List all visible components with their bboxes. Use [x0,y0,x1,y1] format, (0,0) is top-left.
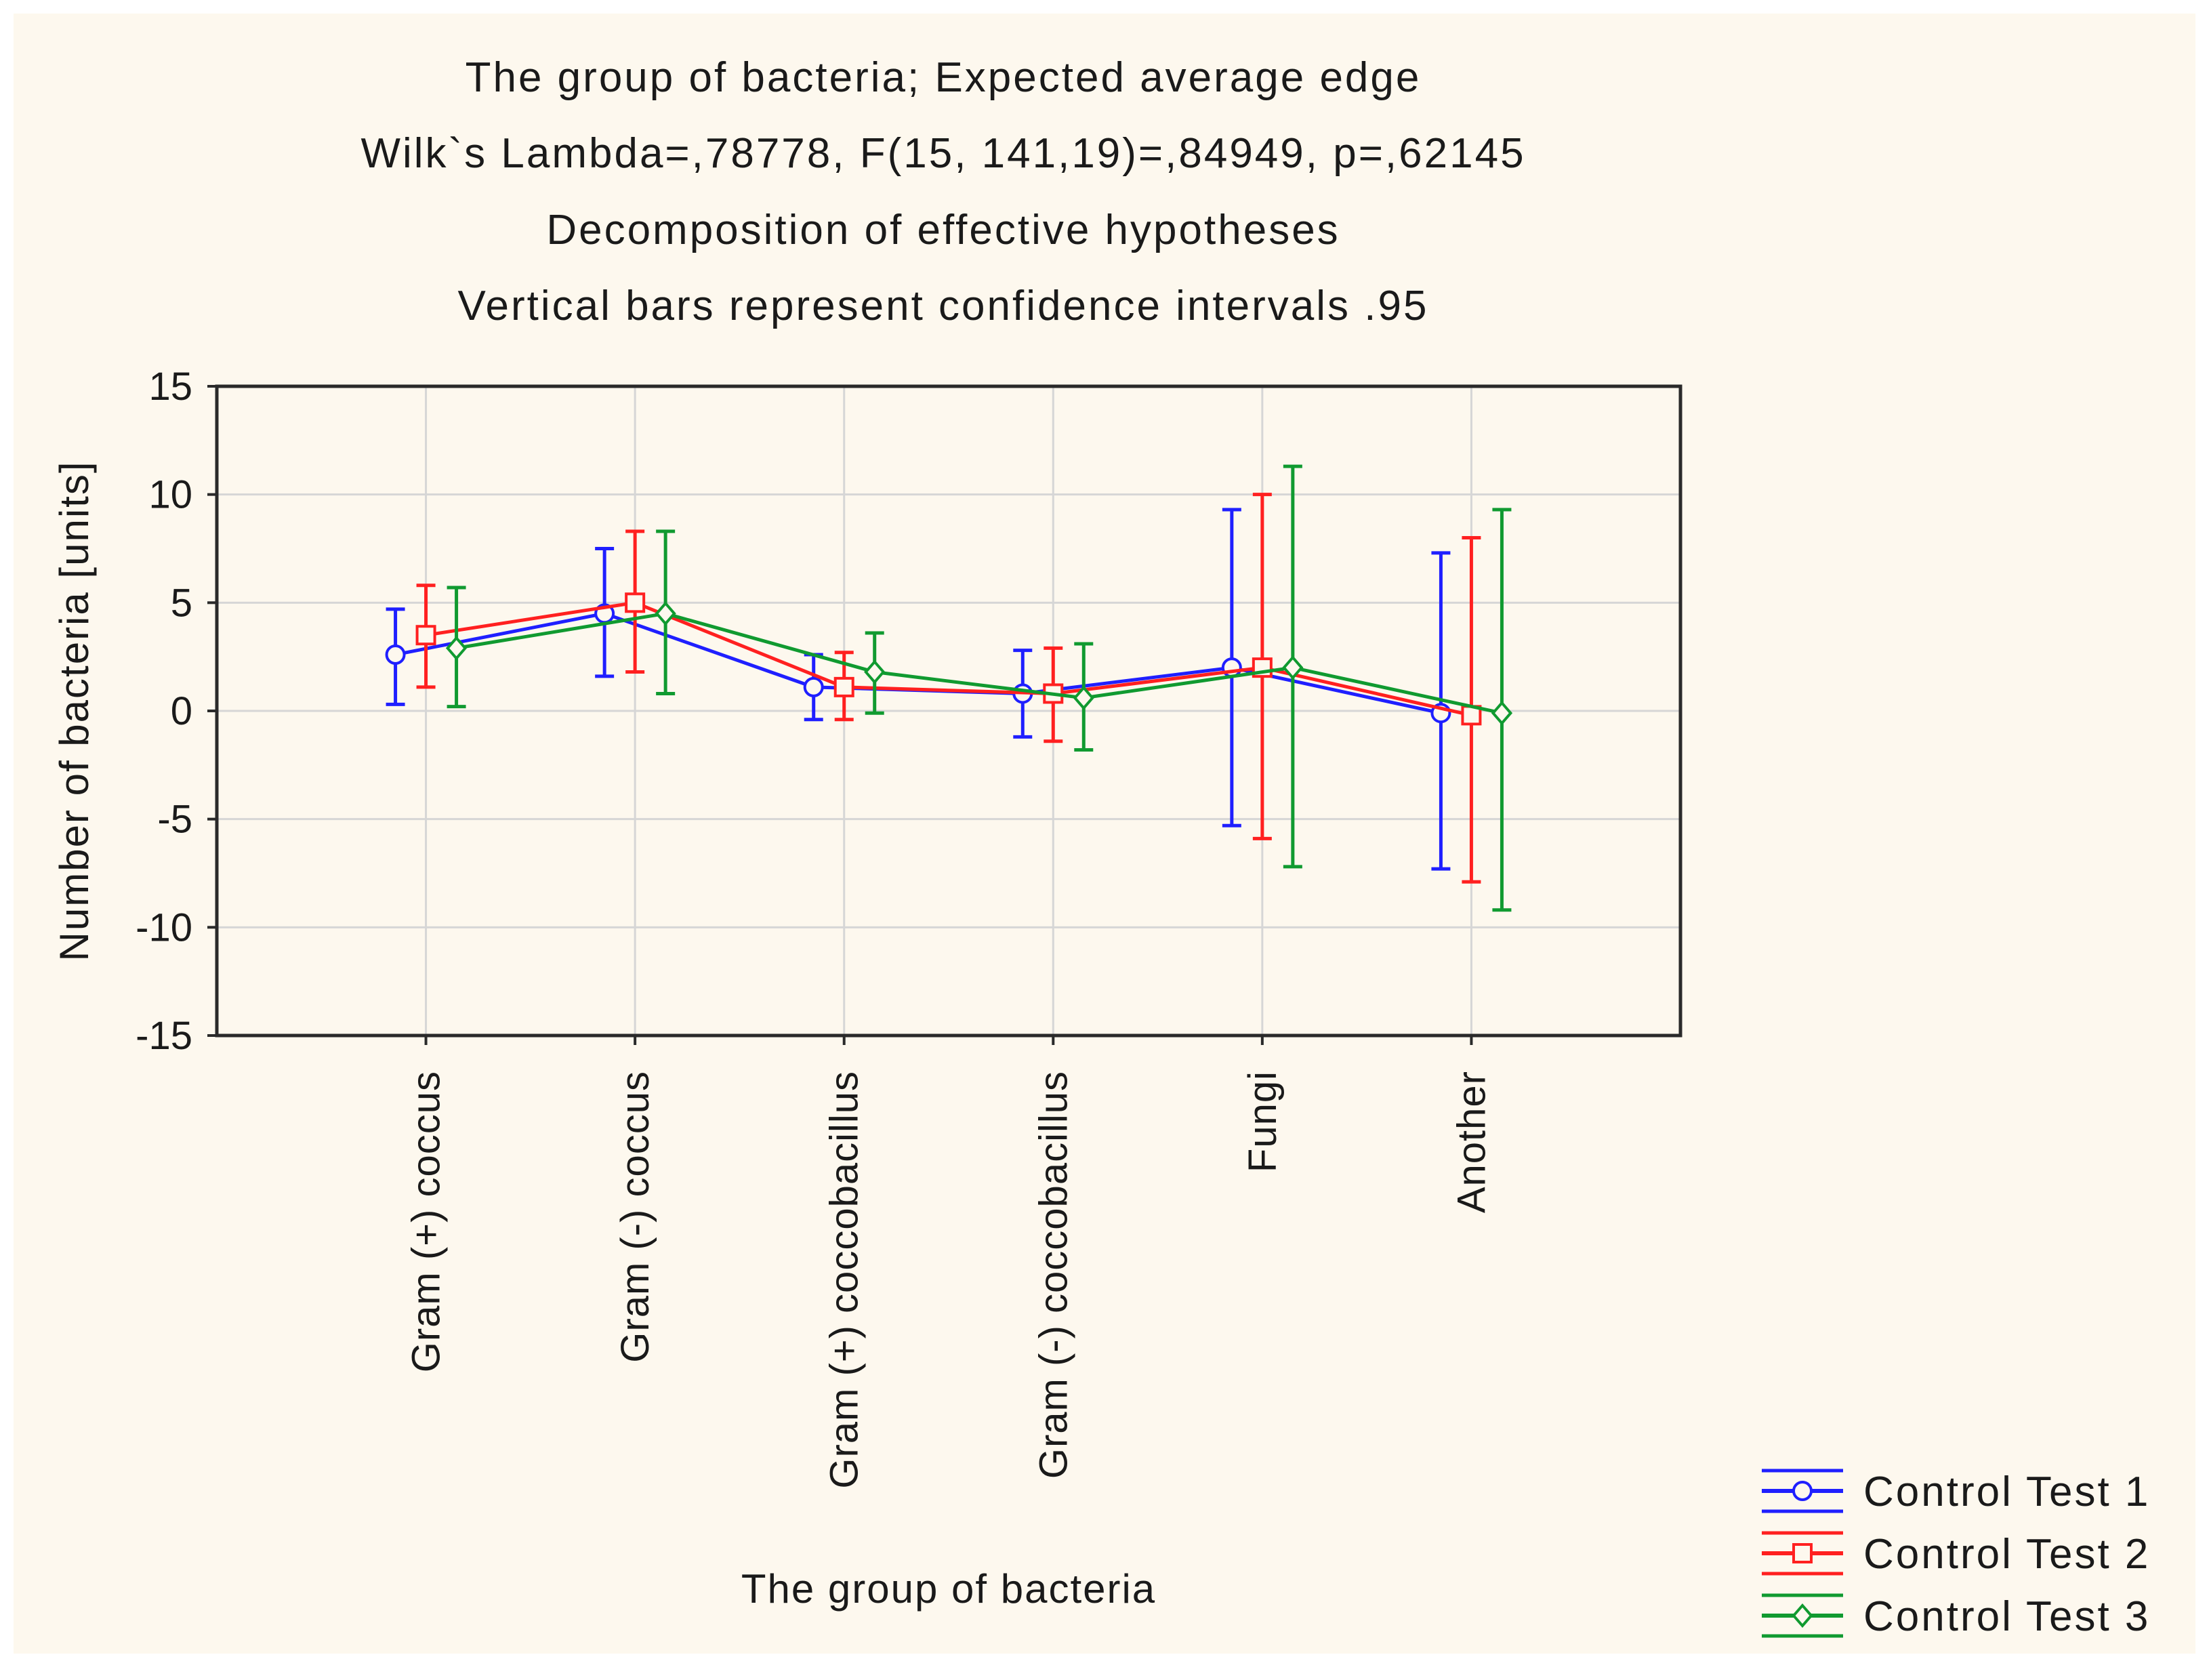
data-point [385,644,406,665]
grid [217,385,1680,1037]
y-tick-label: -15 [136,1014,192,1058]
series-2 [415,493,1482,884]
data-point [1282,655,1304,680]
x-category-label: Gram (+) coccus [405,1071,449,1372]
y-tick-label: 5 [171,581,192,625]
legend-label: Control Test 1 [1863,1469,2150,1515]
series-line [456,611,1502,715]
y-tick-label: 10 [148,473,192,517]
y-tick-label: 15 [148,365,192,409]
legend-label: Control Test 3 [1863,1593,2150,1640]
data-point [864,659,886,684]
data-point [1073,685,1094,710]
legend: Control Test 1 Control Test 2 Control Test… [1762,1469,2150,1640]
data-point [833,676,854,697]
x-category-label: Gram (-) coccobacillus [1031,1071,1075,1479]
y-axis-ticks: 15 10 5 0 -5 -10 -15 [136,365,217,1058]
title-line-3: Decomposition of effective hypotheses [546,207,1340,253]
y-axis-label: Number of bacteria [units] [51,461,97,962]
chart-title: The group of bacteria; Expected average … [360,54,1525,329]
x-axis-categories: Gram (+) coccus Gram (-) coccus Gram (+) c… [405,1036,1493,1489]
series-line [395,611,1441,715]
legend-item-1: Control Test 1 [1762,1469,2150,1515]
title-line-1: The group of bacteria; Expected average … [466,54,1422,101]
legend-marker [1792,1481,1813,1501]
y-tick-label: -10 [136,905,192,949]
series-line [426,600,1472,717]
legend-item-3: Control Test 3 [1762,1593,2150,1640]
series [385,464,1513,912]
title-line-2: Wilk`s Lambda=,78778, F(15, 141,19)=,849… [360,130,1525,177]
x-category-label: Gram (+) coccobacillus [823,1071,867,1489]
x-category-label: Another [1449,1071,1493,1213]
legend-item-2: Control Test 2 [1762,1531,2150,1578]
error-bar-chart: The group of bacteria; Expected average … [51,54,2150,1640]
legend-marker [1792,1603,1813,1628]
x-axis-label: The group of bacteria [741,1566,1156,1612]
x-category-label: Gram (-) coccus [613,1071,657,1363]
y-tick-label: -5 [157,798,192,842]
series-3 [445,464,1513,912]
data-point [415,625,436,646]
legend-label: Control Test 2 [1863,1531,2150,1578]
data-point [655,601,676,626]
data-point [803,676,824,697]
data-point [1491,701,1513,726]
legend-marker [1792,1543,1813,1563]
data-point [445,636,468,661]
x-category-label: Fungi [1241,1071,1285,1172]
chart-frame: The group of bacteria; Expected average … [14,14,2195,1654]
y-tick-label: 0 [171,689,192,733]
title-line-4: Vertical bars represent confidence inter… [458,283,1429,329]
data-point [625,592,646,613]
